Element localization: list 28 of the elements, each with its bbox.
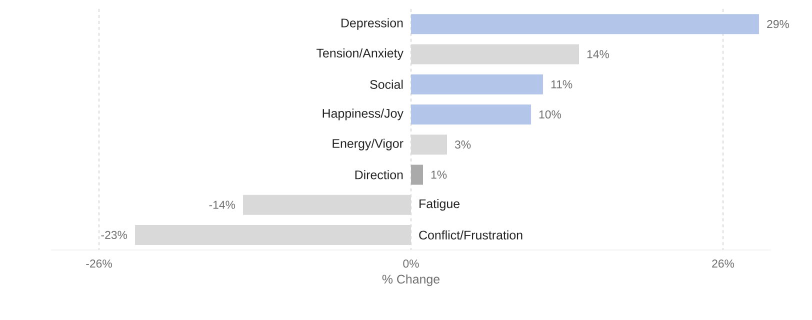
bar: [411, 44, 580, 64]
y-tick-label: Direction: [355, 170, 403, 180]
y-tick-label: Energy/Vigor: [332, 138, 404, 150]
y-tick-label: Depression: [342, 18, 403, 30]
data-label: 11%: [551, 80, 572, 88]
y-tick-label: Tension/Anxiety: [316, 48, 404, 60]
bar: [411, 104, 532, 124]
bar: [411, 134, 448, 155]
x-tick-label: 26%: [712, 260, 734, 268]
x-axis-title: % Change: [382, 274, 440, 286]
data-label: -14%: [209, 200, 236, 209]
y-tick-label: Happiness/Joy: [322, 108, 404, 120]
bar: [243, 194, 412, 215]
data-label: 3%: [454, 140, 471, 149]
y-tick-label: Social: [370, 80, 403, 89]
data-label: 29%: [767, 20, 790, 28]
bar: [135, 224, 412, 245]
bar: [411, 164, 424, 185]
y-tick-label: Conflict/Frustration: [419, 230, 522, 240]
data-label: 14%: [587, 50, 610, 58]
data-label: -23%: [101, 230, 128, 239]
bar: [411, 74, 544, 94]
x-tick-label: -26%: [86, 260, 112, 268]
bar: [411, 14, 760, 34]
data-label: 10%: [539, 110, 562, 118]
y-tick-label: Fatigue: [420, 199, 460, 211]
data-label: 1%: [431, 170, 447, 179]
x-tick-label: 0%: [403, 260, 419, 268]
